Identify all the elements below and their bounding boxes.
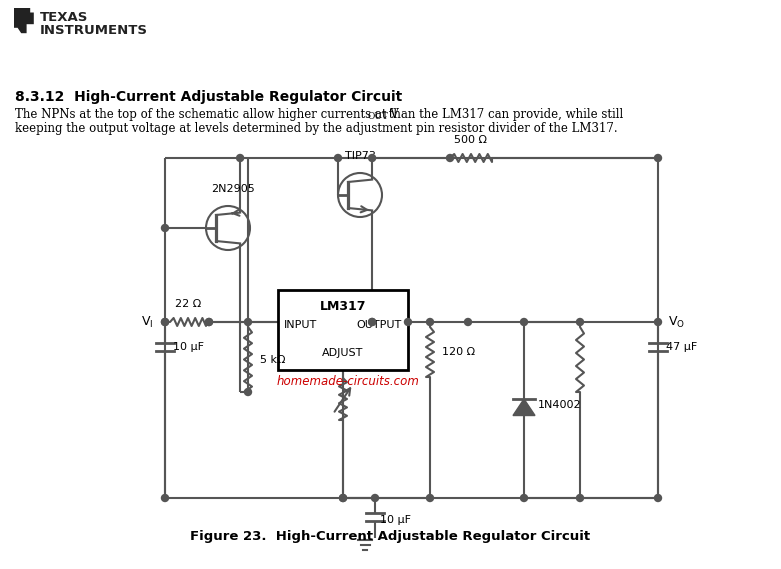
FancyBboxPatch shape xyxy=(278,290,408,370)
Circle shape xyxy=(205,319,212,325)
Circle shape xyxy=(654,494,662,501)
Circle shape xyxy=(520,494,527,501)
Text: 8.3.12  High-Current Adjustable Regulator Circuit: 8.3.12 High-Current Adjustable Regulator… xyxy=(15,90,402,104)
Text: V$_\mathregular{O}$: V$_\mathregular{O}$ xyxy=(668,315,685,329)
Circle shape xyxy=(426,494,433,501)
Circle shape xyxy=(237,155,244,162)
Text: 1N4002: 1N4002 xyxy=(538,400,582,410)
Circle shape xyxy=(405,319,412,325)
Text: than the LM317 can provide, while still: than the LM317 can provide, while still xyxy=(385,108,623,121)
Circle shape xyxy=(244,389,251,395)
Circle shape xyxy=(340,494,347,501)
Polygon shape xyxy=(14,8,34,33)
Circle shape xyxy=(162,225,169,232)
Circle shape xyxy=(369,155,376,162)
Text: 22 Ω: 22 Ω xyxy=(175,299,201,309)
Text: 5 kΩ: 5 kΩ xyxy=(260,354,286,365)
Text: INPUT: INPUT xyxy=(284,320,317,330)
Text: homemade-circuits.com: homemade-circuits.com xyxy=(276,375,419,388)
Text: The NPNs at the top of the schematic allow higher currents at V: The NPNs at the top of the schematic all… xyxy=(15,108,399,121)
Circle shape xyxy=(372,494,379,501)
Circle shape xyxy=(369,319,376,325)
Circle shape xyxy=(576,319,583,325)
Text: 47 µF: 47 µF xyxy=(666,342,697,352)
Circle shape xyxy=(162,319,169,325)
Circle shape xyxy=(654,155,662,162)
Circle shape xyxy=(654,319,662,325)
Text: TEXAS: TEXAS xyxy=(40,11,88,24)
Circle shape xyxy=(334,155,341,162)
Text: TIP73: TIP73 xyxy=(344,151,376,161)
Circle shape xyxy=(205,319,212,325)
Text: 2N2905: 2N2905 xyxy=(211,184,255,194)
Text: Figure 23.  High-Current Adjustable Regulator Circuit: Figure 23. High-Current Adjustable Regul… xyxy=(190,530,590,543)
Circle shape xyxy=(447,155,454,162)
Text: ADJUST: ADJUST xyxy=(323,348,364,358)
Circle shape xyxy=(426,319,433,325)
Text: keeping the output voltage at levels determined by the adjustment pin resistor d: keeping the output voltage at levels det… xyxy=(15,122,618,135)
Circle shape xyxy=(465,319,472,325)
Circle shape xyxy=(162,494,169,501)
Circle shape xyxy=(244,319,251,325)
Text: V$_\mathregular{I}$: V$_\mathregular{I}$ xyxy=(141,315,153,329)
Text: 10 µF: 10 µF xyxy=(173,342,204,352)
Text: 500 Ω: 500 Ω xyxy=(455,135,487,145)
Circle shape xyxy=(340,494,347,501)
Text: INSTRUMENTS: INSTRUMENTS xyxy=(40,24,148,37)
Circle shape xyxy=(576,494,583,501)
Text: LM317: LM317 xyxy=(319,300,366,313)
Text: OUTPUT: OUTPUT xyxy=(357,320,402,330)
Text: 10 µF: 10 µF xyxy=(380,515,411,525)
Text: 120 Ω: 120 Ω xyxy=(442,347,475,357)
Circle shape xyxy=(520,319,527,325)
Text: OUT: OUT xyxy=(367,112,388,121)
Polygon shape xyxy=(513,399,535,415)
Circle shape xyxy=(162,319,169,325)
Circle shape xyxy=(369,319,376,325)
